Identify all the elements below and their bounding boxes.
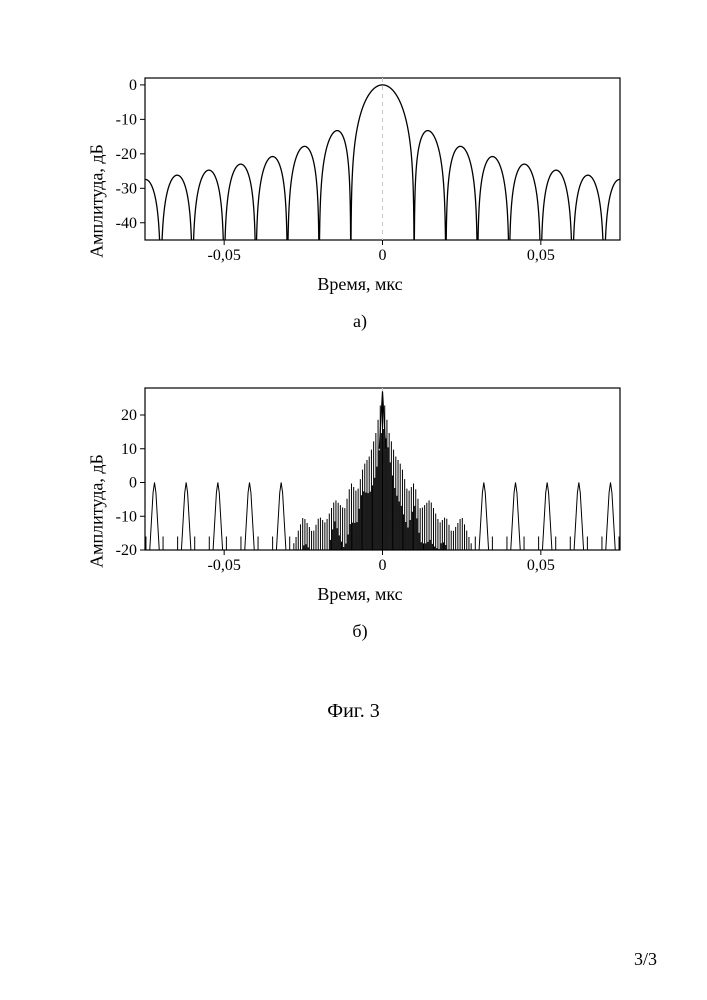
chart-a-xlabel: Время, мкс — [90, 274, 630, 295]
svg-text:0,05: 0,05 — [527, 557, 555, 574]
svg-text:0: 0 — [129, 77, 137, 94]
chart-a-ylabel: Амплитуда, дБ — [86, 144, 107, 258]
figure-caption: Фиг. 3 — [0, 700, 707, 723]
chart-b-svg: -20 -10 0 10 20 -0,05 0 0,05 — [90, 380, 630, 580]
svg-text:-20: -20 — [116, 146, 137, 163]
chart-b-ylabel: Амплитуда, дБ — [86, 454, 107, 568]
chart-b-sublabel: б) — [90, 621, 630, 642]
svg-text:0: 0 — [379, 247, 387, 264]
svg-text:-0,05: -0,05 — [208, 557, 241, 574]
chart-b-xlabel: Время, мкс — [90, 584, 630, 605]
chart-a-block: Амплитуда, дБ -40-30-20-100-0,0500,05 Вр… — [90, 70, 630, 332]
svg-text:-40: -40 — [116, 215, 137, 232]
svg-text:-10: -10 — [116, 508, 137, 525]
svg-text:0,05: 0,05 — [527, 247, 555, 264]
page-number: 3/3 — [634, 949, 657, 970]
chart-b-block: Амплитуда, дБ -20-1001020-0,0500,05 Врем… — [90, 380, 630, 642]
svg-text:-10: -10 — [116, 111, 137, 128]
svg-text:10: 10 — [121, 441, 137, 458]
svg-text:-0,05: -0,05 — [208, 247, 241, 264]
page: Амплитуда, дБ -40 -30 -20 -10 0 -0,05 0 0,05 Вр… — [0, 0, 707, 1000]
chart-a-svg: -40 -30 -20 -10 0 -0,05 0 0,05 — [90, 70, 630, 270]
svg-text:-20: -20 — [116, 542, 137, 559]
svg-text:-30: -30 — [116, 180, 137, 197]
svg-text:0: 0 — [379, 557, 387, 574]
svg-text:0: 0 — [129, 475, 137, 492]
chart-a-sublabel: а) — [90, 311, 630, 332]
svg-text:20: 20 — [121, 407, 137, 424]
